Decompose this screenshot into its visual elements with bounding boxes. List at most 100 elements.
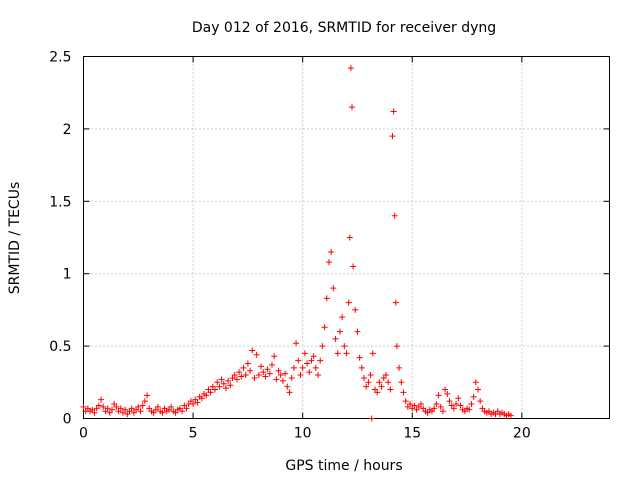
data-point — [268, 361, 275, 368]
data-point — [396, 364, 403, 371]
data-point — [304, 360, 311, 367]
data-point — [398, 379, 405, 386]
data-point — [227, 382, 234, 389]
data-point — [345, 299, 352, 306]
data-point — [446, 398, 453, 405]
data-point — [108, 406, 115, 413]
data-point — [507, 412, 514, 419]
data-point — [435, 392, 442, 399]
data-point — [179, 408, 186, 415]
data-point — [328, 248, 335, 255]
data-point — [253, 351, 260, 358]
data-point — [190, 401, 197, 408]
data-point — [455, 395, 462, 402]
data-point — [374, 389, 381, 396]
data-point — [286, 389, 293, 396]
data-point — [258, 363, 265, 370]
data-markers — [80, 65, 514, 422]
data-point — [350, 263, 357, 270]
data-point — [91, 409, 98, 416]
data-point — [393, 343, 400, 350]
data-point — [354, 328, 361, 335]
data-point — [104, 405, 111, 412]
data-point — [389, 133, 396, 140]
data-point — [376, 379, 383, 386]
data-point — [391, 212, 398, 219]
x-tick-label: 5 — [189, 426, 198, 442]
grid-lines — [83, 56, 610, 419]
data-point — [222, 385, 229, 392]
y-axis-label: SRMTID / TECUs — [7, 182, 23, 295]
data-point — [310, 353, 317, 360]
data-point — [450, 405, 457, 412]
data-point — [264, 366, 271, 373]
data-point — [159, 409, 166, 416]
data-point — [212, 386, 218, 393]
data-point — [378, 383, 385, 390]
data-point — [122, 406, 129, 413]
axis-ticks: 0 5 10 15 20 0 0.5 1 1.5 2 2.5 — [49, 50, 610, 442]
data-point — [334, 350, 341, 357]
y-tick-label: 2 — [63, 122, 72, 138]
data-point — [368, 415, 375, 422]
data-point — [128, 405, 135, 412]
data-point — [220, 380, 227, 387]
data-point — [453, 401, 460, 408]
chart-title: Day 012 of 2016, SRMTID for receiver dyn… — [192, 20, 496, 36]
data-point — [392, 299, 399, 306]
data-point — [198, 395, 205, 402]
data-point — [297, 372, 304, 379]
data-point — [144, 392, 151, 399]
data-point — [273, 376, 280, 383]
x-tick-label: 10 — [294, 426, 312, 442]
data-point — [437, 403, 444, 410]
data-point — [361, 374, 368, 381]
data-point — [475, 386, 481, 393]
data-point — [444, 390, 451, 397]
x-tick-label: 15 — [403, 426, 421, 442]
data-point — [385, 379, 392, 386]
data-point — [238, 373, 245, 380]
data-point — [242, 372, 249, 379]
data-point — [262, 373, 269, 380]
data-point — [308, 357, 315, 364]
data-point — [352, 306, 359, 313]
data-point — [470, 393, 477, 400]
data-point — [433, 401, 440, 408]
data-point — [348, 104, 355, 111]
data-point — [290, 364, 297, 371]
data-point — [365, 379, 372, 386]
data-point — [236, 369, 243, 376]
data-point — [358, 364, 365, 371]
data-point — [279, 377, 286, 384]
data-point — [275, 367, 282, 374]
data-point — [367, 372, 374, 379]
data-point — [218, 376, 225, 383]
data-point — [325, 259, 332, 266]
data-point — [477, 398, 484, 405]
data-point — [319, 343, 326, 350]
data-point — [457, 402, 464, 409]
data-point — [468, 401, 475, 408]
data-point — [288, 374, 295, 381]
data-point — [295, 357, 302, 364]
data-point — [244, 360, 251, 367]
data-point — [240, 364, 247, 371]
y-tick-label: 2.5 — [49, 50, 71, 66]
data-point — [301, 350, 308, 357]
data-point — [249, 347, 256, 354]
data-point — [431, 405, 438, 412]
data-point — [321, 324, 328, 331]
data-point — [341, 343, 348, 350]
data-point — [231, 372, 238, 379]
data-point — [315, 372, 322, 379]
data-point — [323, 295, 330, 302]
data-point — [135, 403, 142, 410]
data-point — [155, 403, 162, 410]
data-point — [203, 392, 210, 399]
data-point — [472, 379, 479, 386]
data-point — [400, 389, 407, 396]
x-tick-label: 20 — [513, 426, 531, 442]
data-point — [343, 350, 350, 357]
data-point — [382, 372, 389, 379]
